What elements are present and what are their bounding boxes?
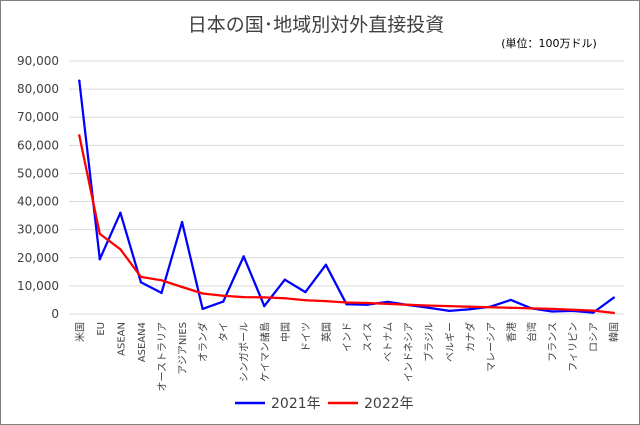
data-point bbox=[119, 211, 122, 214]
data-point bbox=[242, 255, 245, 258]
x-tick-label: ロシア bbox=[589, 322, 600, 352]
x-tick-label: ASEAN bbox=[116, 322, 127, 356]
data-point bbox=[427, 306, 430, 309]
x-tick-label: ベルギー bbox=[444, 322, 456, 362]
x-tick-label: 英国 bbox=[320, 322, 333, 342]
x-tick-label: ケイマン諸島 bbox=[258, 322, 271, 382]
data-point bbox=[222, 294, 225, 297]
data-point bbox=[550, 310, 554, 313]
y-tick-label: 80,000 bbox=[17, 82, 59, 96]
data-point bbox=[509, 298, 513, 302]
x-tick-label: アジアNIES bbox=[178, 322, 189, 375]
data-point bbox=[612, 311, 615, 315]
data-point bbox=[160, 291, 163, 295]
x-tick-label: インド bbox=[343, 322, 354, 352]
x-tick-label: EU bbox=[96, 322, 107, 336]
x-tick-label: 中国 bbox=[279, 322, 292, 342]
x-tick-label: シンガポール bbox=[239, 322, 251, 382]
x-tick-label: 米国 bbox=[73, 322, 86, 342]
data-point bbox=[386, 302, 389, 306]
data-point bbox=[448, 309, 451, 313]
x-tick-label: カナダ bbox=[464, 322, 477, 352]
x-tick-label: ブラジル bbox=[423, 322, 436, 362]
x-tick-label: 台湾 bbox=[526, 322, 539, 342]
data-point bbox=[324, 299, 328, 303]
data-point bbox=[160, 279, 163, 282]
x-tick-label: ベトナム bbox=[383, 322, 395, 362]
data-point bbox=[98, 232, 102, 236]
series-line-1 bbox=[78, 79, 615, 314]
data-point bbox=[468, 308, 471, 311]
y-axis: 0 10,000 20,000 30,000 40,000 50,000 60,000 70,… bbox=[17, 54, 59, 321]
data-point bbox=[592, 311, 595, 314]
data-point bbox=[180, 285, 184, 289]
data-point bbox=[365, 301, 369, 305]
y-tick-label: 10,000 bbox=[17, 279, 59, 293]
data-point bbox=[345, 301, 348, 304]
data-point bbox=[612, 296, 615, 299]
data-point bbox=[180, 220, 184, 224]
y-tick-label: 90,000 bbox=[17, 54, 59, 68]
x-tick-label: ドイツ bbox=[301, 322, 312, 352]
data-point bbox=[448, 304, 451, 308]
x-tick-label: マレーシア bbox=[486, 322, 497, 372]
data-point bbox=[550, 307, 554, 311]
data-point bbox=[201, 292, 204, 295]
data-point bbox=[489, 306, 492, 309]
x-tick-label: 香港 bbox=[506, 322, 518, 342]
y-tick-label: 60,000 bbox=[17, 138, 59, 152]
data-point bbox=[78, 134, 81, 137]
data-point bbox=[530, 307, 533, 310]
data-point bbox=[407, 303, 410, 306]
data-point bbox=[509, 306, 513, 309]
x-tick-label: スイス bbox=[363, 322, 374, 352]
y-tick-label: 40,000 bbox=[17, 195, 59, 209]
gridlines bbox=[69, 60, 624, 315]
x-tick-label: インドネシア bbox=[403, 322, 415, 382]
data-point bbox=[427, 304, 430, 307]
y-tick-label: 30,000 bbox=[17, 223, 59, 237]
x-tick-label: タイ bbox=[218, 322, 230, 342]
y-tick-label: 50,000 bbox=[17, 166, 59, 180]
data-point bbox=[139, 275, 143, 279]
series-lines bbox=[78, 79, 615, 315]
data-point bbox=[201, 307, 204, 311]
data-point bbox=[242, 295, 245, 299]
data-point bbox=[324, 263, 328, 266]
legend-label: 2021年 bbox=[271, 396, 321, 412]
x-tick-label: ASEAN4 bbox=[137, 322, 148, 362]
data-point bbox=[263, 296, 266, 299]
x-tick-label: オランダ bbox=[197, 322, 210, 362]
data-point bbox=[78, 79, 81, 82]
y-tick-label: 70,000 bbox=[17, 110, 59, 124]
data-point bbox=[468, 305, 471, 308]
data-point bbox=[98, 258, 102, 261]
data-point bbox=[571, 308, 574, 311]
data-point bbox=[283, 278, 286, 281]
x-tick-label: フィリピン bbox=[568, 322, 580, 372]
unit-note: (単位：100万ドル) bbox=[501, 36, 597, 50]
data-point bbox=[263, 304, 266, 308]
x-tick-label: オーストラリア bbox=[157, 322, 169, 392]
data-point bbox=[386, 300, 389, 304]
data-point bbox=[304, 290, 307, 294]
legend-label: 2022年 bbox=[364, 396, 414, 412]
chart-title: 日本の国･地域別対外直接投資 bbox=[188, 14, 445, 36]
y-tick-label: 20,000 bbox=[17, 251, 59, 265]
data-point bbox=[592, 309, 595, 312]
y-tick-label: 0 bbox=[51, 307, 59, 321]
x-tick-label: 韓国 bbox=[609, 322, 621, 342]
data-point bbox=[119, 248, 122, 251]
data-point bbox=[304, 299, 307, 302]
data-point bbox=[283, 297, 286, 300]
x-axis: 米国 EU ASEAN ASEAN4 オーストラリア アジアNIES オランダ タイ シンガポー… bbox=[73, 322, 620, 392]
data-point bbox=[222, 300, 225, 303]
legend: 2021年 2022年 bbox=[235, 396, 414, 412]
x-tick-label: フランス bbox=[547, 322, 559, 362]
data-point bbox=[139, 281, 143, 284]
